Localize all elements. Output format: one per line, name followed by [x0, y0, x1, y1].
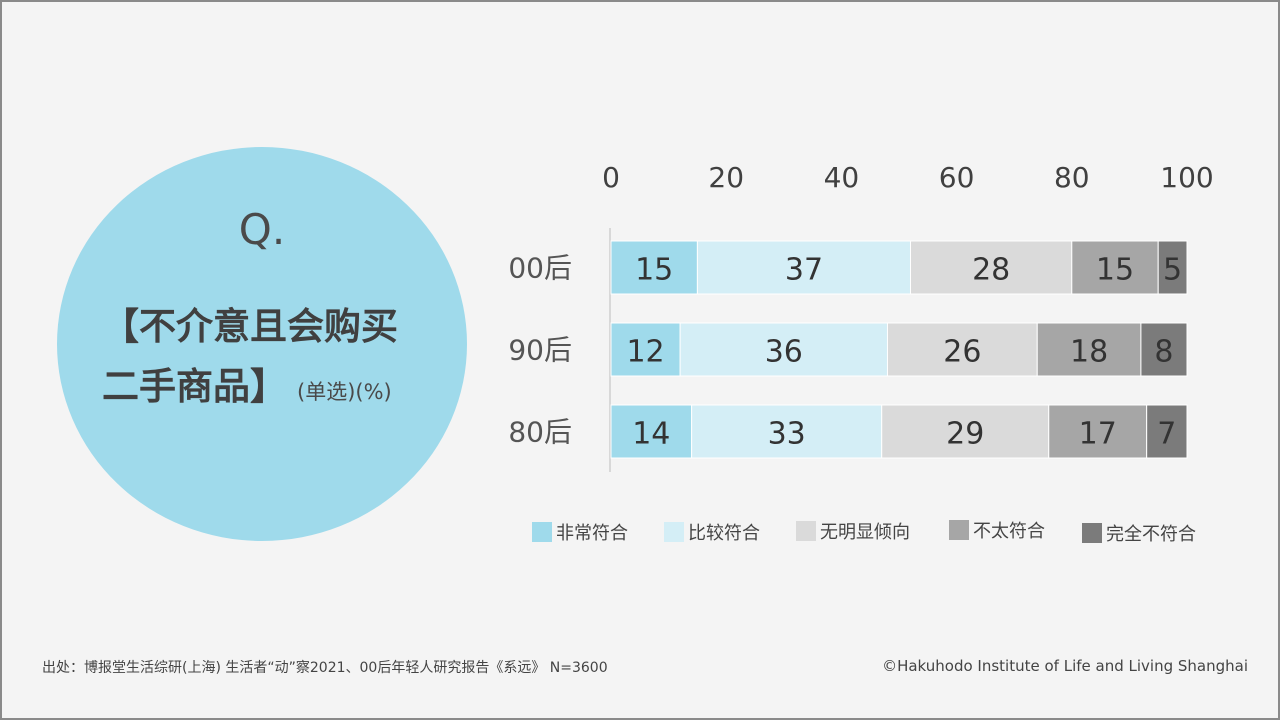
bar-segment — [691, 404, 883, 459]
data-label: 37 — [785, 253, 823, 288]
bar-segment — [1071, 240, 1159, 295]
legend-swatch — [949, 520, 969, 540]
question-circle: Q. 【不介意且会购买 二手商品】 (单选)(%) — [57, 147, 467, 541]
question-line-2: 二手商品】 — [102, 365, 287, 408]
bar-segment — [1048, 404, 1148, 459]
data-label: 26 — [943, 335, 981, 370]
data-label: 29 — [946, 417, 984, 452]
legend-swatch — [796, 521, 816, 541]
bar-segment — [886, 322, 1038, 377]
data-label: 17 — [1079, 417, 1117, 452]
bar-segment — [1157, 240, 1188, 295]
copyright-note: ©Hakuhodo Institute of Life and Living S… — [882, 657, 1248, 675]
legend-label: 比较符合 — [688, 523, 760, 544]
data-label: 5 — [1163, 253, 1182, 288]
category-label: 80后 — [508, 416, 572, 449]
bar-segment — [610, 322, 681, 377]
data-label: 28 — [972, 253, 1010, 288]
bar-segment — [1146, 404, 1188, 459]
data-label: 36 — [765, 335, 803, 370]
legend-label: 非常符合 — [556, 523, 628, 544]
x-tick-label: 20 — [708, 161, 744, 194]
category-label: 90后 — [508, 334, 572, 367]
data-label: 18 — [1070, 335, 1108, 370]
bar-segment — [1036, 322, 1142, 377]
category-label: 00后 — [508, 252, 572, 285]
source-note: 出处：博报堂生活综研(上海) 生活者“动”察2021、00后年轻人研究报告《系远… — [42, 660, 608, 676]
data-label: 33 — [768, 417, 806, 452]
question-note: (单选)(%) — [297, 380, 392, 404]
x-tick-label: 80 — [1054, 161, 1090, 194]
legend-swatch — [1082, 523, 1102, 543]
x-tick-label: 100 — [1160, 161, 1213, 194]
x-tick-label: 0 — [602, 161, 620, 194]
bar-segment — [1140, 322, 1188, 377]
data-label: 8 — [1154, 335, 1173, 370]
x-tick-label: 60 — [939, 161, 975, 194]
data-label: 15 — [635, 253, 673, 288]
legend-label: 不太符合 — [973, 521, 1045, 542]
data-label: 15 — [1096, 253, 1134, 288]
legend-swatch — [664, 522, 684, 542]
question-text: 【不介意且会购买 二手商品】 (单选)(%) — [102, 297, 398, 422]
data-label: 7 — [1157, 417, 1176, 452]
x-tick-label: 40 — [824, 161, 860, 194]
question-line-1: 【不介意且会购买 — [102, 305, 398, 348]
legend-label: 无明显倾向 — [820, 522, 910, 543]
data-label: 14 — [632, 417, 670, 452]
legend-label: 完全不符合 — [1106, 524, 1196, 545]
bar-segment — [696, 240, 912, 295]
bar-segment — [881, 404, 1050, 459]
bar-segment — [610, 240, 698, 295]
data-label: 12 — [626, 335, 664, 370]
legend-swatch — [532, 522, 552, 542]
bar-segment — [910, 240, 1073, 295]
question-label: Q. — [238, 205, 286, 254]
